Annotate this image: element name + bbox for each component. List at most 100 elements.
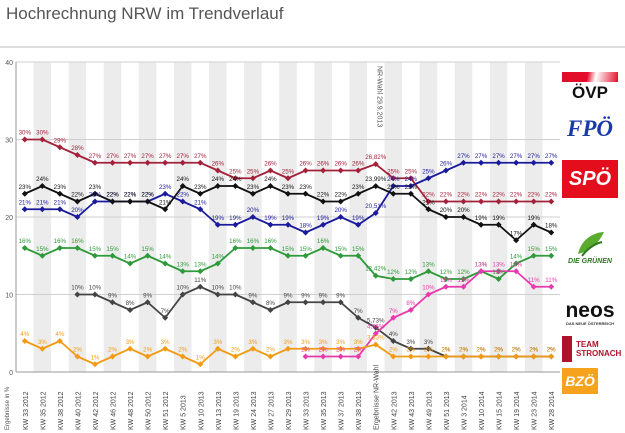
data-label: 22% [124,192,137,199]
data-point [337,198,344,205]
data-point [56,190,63,197]
data-point [320,245,327,251]
data-point [372,272,379,279]
data-point [425,198,432,205]
data-point [56,206,63,213]
data-point [56,338,63,344]
x-tick-label: KW 37 2013 [339,391,346,430]
data-point [39,206,46,213]
bzoe-logo: BZÖ [562,368,598,394]
data-point [91,198,98,205]
data-point [478,268,485,275]
x-tick-label: KW 51 2012 [163,391,170,430]
data-point [372,161,379,168]
data-label: 23% [405,184,418,191]
data-label: 3% [336,339,345,346]
data-point [355,167,362,174]
data-point [91,159,98,166]
data-label: 16% [264,238,277,245]
data-label: 20% [247,207,260,214]
data-point [232,291,239,298]
data-point [127,307,134,313]
x-tick-label: KW 42 2013 [391,391,398,430]
data-label: 27% [89,153,102,160]
data-label: 27% [159,153,172,160]
data-label: 7% [354,308,363,315]
data-label: 25% [405,168,418,175]
data-label: 27% [545,153,558,160]
data-label: 3% [284,339,293,346]
data-point [74,291,81,298]
data-label: 3% [248,339,257,346]
x-tick-label: KW 38 2012 [58,391,65,430]
data-label: 23% [159,184,172,191]
data-point [478,353,485,360]
data-point [460,276,467,282]
data-point [232,245,239,251]
data-label: 27% [194,153,207,160]
data-label: 27% [141,153,154,160]
data-point [249,245,256,251]
data-label: 3% [319,339,328,346]
data-label: 2% [477,347,486,354]
data-point [355,353,362,360]
data-label: 23% [352,184,365,191]
data-label: 26% [212,161,225,168]
data-label: 10% [212,285,225,292]
data-label: 16% [247,238,260,245]
data-point [337,167,344,174]
data-label: 18% [299,223,312,230]
data-label: 23% [247,184,260,191]
data-label: 13% [492,261,505,268]
data-point [56,144,63,151]
data-point [232,175,239,182]
data-point [302,252,309,259]
data-point [91,190,98,197]
data-point [390,276,397,282]
data-label: 9% [336,292,345,299]
data-point [442,214,449,220]
chart-title: Hochrechnung NRW im Trendverlauf [6,4,284,23]
data-label: 3,53% [367,335,385,342]
data-label: 26% [440,161,453,168]
data-label: 27% [457,153,470,160]
data-label: 8% [406,300,415,307]
data-label: 21% [194,199,207,206]
data-label: 3% [38,339,47,346]
x-tick-label: KW 35 2013 [321,391,328,430]
data-point [302,190,309,197]
data-point [127,198,134,205]
stronach-logo-mark [562,336,572,362]
data-label: 24% [264,176,277,183]
x-tick-label: KW 13 2013 [216,391,223,430]
data-point [407,190,414,197]
data-label: 2% [459,347,468,354]
data-point [144,198,151,205]
data-point [513,260,520,267]
data-point [407,276,414,282]
data-label: 21% [159,199,172,206]
data-label: 19% [212,215,225,222]
data-label: 19% [282,215,295,222]
data-label: 22% [545,192,558,199]
data-point [267,353,274,360]
data-point [442,283,449,290]
data-label: 24% [405,176,418,183]
data-point [320,198,327,205]
data-point [39,136,46,143]
data-point [407,183,414,189]
data-label: 24% [387,176,400,183]
gruene-logo-text: DIE GRÜNEN [568,257,612,265]
data-point [249,214,256,220]
data-point [56,245,63,251]
data-label: 2% [547,347,556,354]
data-point [355,345,362,352]
data-label: 9% [143,292,152,299]
data-point [91,361,98,368]
x-tick-label: KW 10 2013 [198,391,205,430]
data-label: 9% [319,292,328,299]
data-point [425,353,432,360]
data-label: 22% [475,192,488,199]
data-point [232,183,239,189]
data-label: 21% [54,199,67,206]
